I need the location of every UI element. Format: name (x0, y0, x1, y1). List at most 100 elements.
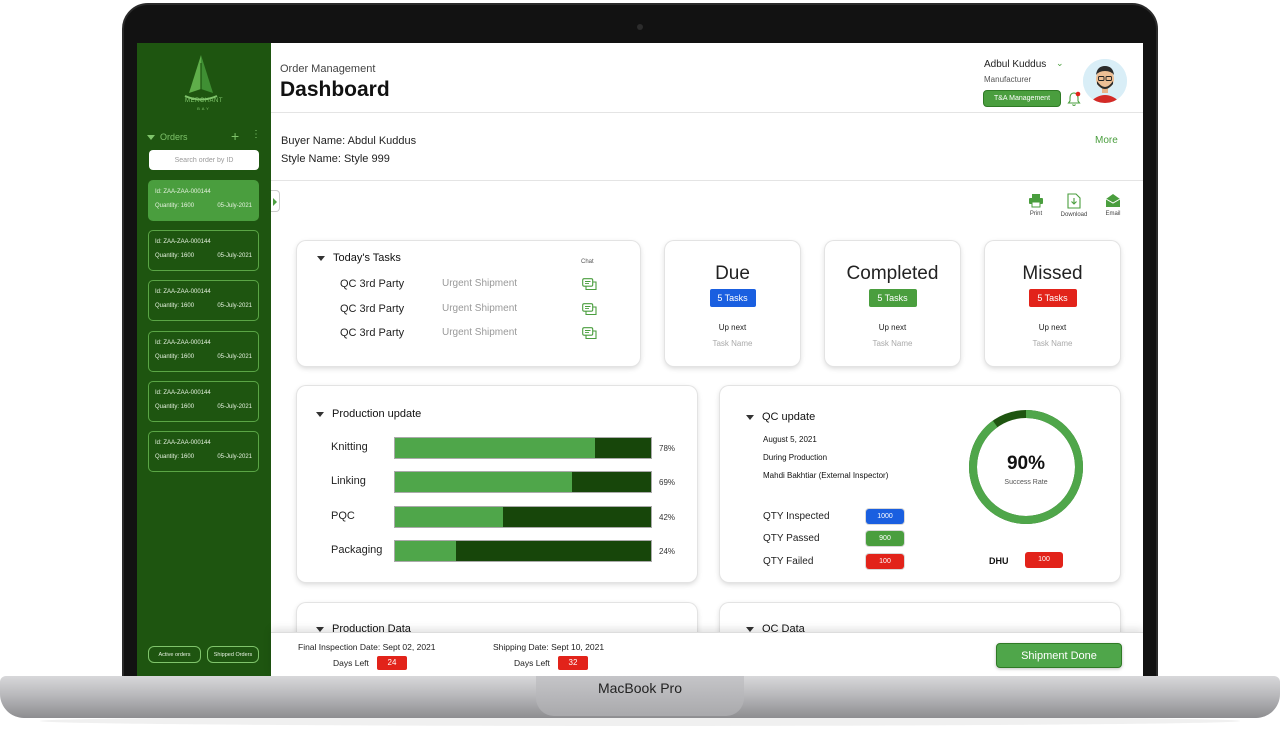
chat-icon[interactable] (582, 278, 597, 292)
envelope-icon (1105, 194, 1121, 207)
inspection-days-label: Days Left (333, 658, 369, 668)
style-name: Style Name: Style 999 (281, 153, 390, 165)
order-card[interactable]: Id: ZAA-ZAA-000144 Quantity: 1600 05-July-… (148, 380, 259, 422)
caret-down-icon[interactable] (746, 626, 754, 632)
inspection-days-badge: 24 (377, 656, 407, 670)
stat-card-due[interactable]: Due 5 Tasks Up next Task Name (665, 241, 800, 366)
order-quantity: Quantity: 1600 (155, 303, 195, 310)
ta-management-button[interactable]: T&A Management (983, 90, 1061, 107)
app-screen: MERCHANT BAY Orders + ⋮ Id: ZAA-ZAA-0001… (137, 43, 1143, 676)
caret-down-icon[interactable] (746, 414, 754, 420)
qc-date: August 5, 2021 (763, 435, 817, 444)
order-card[interactable]: Id: ZAA-ZAA-000144 Quantity: 1600 05-July-… (148, 230, 259, 272)
success-rate-value: 90% (1006, 453, 1046, 474)
camera (637, 24, 643, 30)
order-id: Id: ZAA-ZAA-000144 (155, 440, 211, 446)
order-quantity: Quantity: 1600 (155, 403, 195, 410)
up-next-task: Task Name (1032, 339, 1073, 348)
add-order-icon[interactable]: + (231, 128, 240, 144)
stat-badge: 5 Tasks (868, 289, 917, 307)
qc-update-header[interactable]: QC update (746, 411, 815, 423)
todays-tasks-card: Today's Tasks Chat QC 3rd Party Urgent Sh… (297, 241, 640, 366)
breadcrumb[interactable]: Order Management (280, 63, 376, 75)
up-next-task: Task Name (872, 339, 913, 348)
email-button[interactable]: Email (1096, 193, 1130, 217)
stat-card-missed[interactable]: Missed 5 Tasks Up next Task Name (985, 241, 1120, 366)
order-id: Id: ZAA-ZAA-000144 (155, 239, 211, 246)
shipping-days-badge: 32 (558, 656, 588, 670)
order-card[interactable]: Id: ZAA-ZAA-000144 Quantity: 1600 05-July-… (148, 431, 259, 472)
chat-icon[interactable] (582, 302, 597, 317)
dhu-label: DHU (989, 556, 1009, 566)
shipping-days-label: Days Left (514, 658, 550, 668)
order-quantity: Quantity: 1600 (155, 454, 195, 460)
qc-quantity-label: QTY Inspected (763, 511, 830, 522)
task-name[interactable]: QC 3rd Party (340, 302, 405, 315)
caret-down-icon[interactable] (316, 626, 324, 632)
order-id: Id: ZAA-ZAA-000144 (155, 289, 211, 296)
order-search-input[interactable] (149, 150, 259, 170)
stat-title: Completed (846, 263, 939, 284)
orders-label: Orders (160, 132, 188, 142)
print-button[interactable]: Print (1019, 193, 1053, 217)
active-orders-button[interactable]: Active orders (148, 646, 201, 663)
buyer-info: Buyer Name: Abdul Kuddus Style Name: Sty… (271, 113, 1143, 181)
order-card[interactable]: Id: ZAA-ZAA-000144 Quantity: 1600 05-July-… (148, 280, 259, 322)
qc-quantity-value: 100 (866, 553, 904, 569)
production-stage-label: Knitting (331, 441, 368, 453)
more-vertical-icon[interactable]: ⋮ (251, 129, 261, 140)
user-name[interactable]: Adbul Kuddus (984, 59, 1047, 70)
laptop-shadow (40, 716, 1240, 726)
chevron-down-icon[interactable]: ⌄ (1056, 58, 1064, 68)
caret-down-icon[interactable] (147, 134, 155, 140)
download-button[interactable]: Download (1057, 193, 1091, 218)
more-link[interactable]: More (1095, 135, 1118, 146)
order-date: 05-July-2021 (217, 454, 252, 460)
qc-update-title: QC update (762, 411, 816, 423)
progress-bar (394, 505, 652, 528)
success-rate-ring: 90% Success Rate (965, 406, 1087, 528)
progress-fill (395, 506, 503, 527)
qc-inspector: Mahdi Bakhtiar (External Inspector) (763, 471, 889, 480)
email-label: Email (1105, 211, 1121, 217)
up-next-label: Up next (718, 323, 747, 332)
stat-card-completed[interactable]: Completed 5 Tasks Up next Task Name (825, 241, 960, 366)
shipped-orders-button[interactable]: Shipped Orders (207, 646, 259, 663)
order-card[interactable]: Id: ZAA-ZAA-000144 Quantity: 1600 05-July-… (148, 180, 259, 221)
production-stage-label: Packaging (331, 543, 383, 556)
device-label: MacBook Pro (597, 680, 683, 696)
sidebar-collapse-toggle[interactable] (271, 190, 280, 212)
production-stage-label: Linking (331, 475, 366, 488)
production-stage-label: PQC (331, 509, 355, 522)
production-update-card: Production update Knitting 78% Linking 69% P… (297, 386, 697, 582)
task-name[interactable]: QC 3rd Party (340, 278, 405, 290)
laptop-notch (536, 676, 744, 716)
success-rate-chart (969, 410, 1083, 524)
task-name[interactable]: QC 3rd Party (340, 327, 405, 339)
stat-title: Missed (1022, 263, 1083, 284)
page-header: Order Management Dashboard Adbul Kuddus … (271, 43, 1143, 113)
qc-quantity-value: 900 (866, 531, 904, 547)
order-id: Id: ZAA-ZAA-000144 (155, 339, 211, 346)
caret-down-icon[interactable] (316, 411, 324, 417)
production-update-header[interactable]: Production update (316, 408, 421, 420)
todays-tasks-header[interactable]: Today's Tasks (317, 252, 401, 264)
order-card[interactable]: Id: ZAA-ZAA-000144 Quantity: 1600 05-July-… (148, 330, 259, 372)
orders-header[interactable]: Orders + ⋮ (147, 128, 265, 144)
user-role: Manufacturer (984, 75, 1032, 84)
final-inspection-date: Final Inspection Date: Sept 02, 2021 (298, 642, 436, 652)
order-date: 05-July-2021 (217, 253, 252, 260)
shipment-done-button[interactable]: Shipment Done (996, 643, 1122, 668)
progress-fill (395, 438, 595, 458)
order-quantity: Quantity: 1600 (155, 353, 195, 360)
notification-bell-icon[interactable] (1067, 91, 1081, 107)
task-note: Urgent Shipment (442, 302, 518, 314)
caret-down-icon[interactable] (317, 255, 325, 261)
order-id: Id: ZAA-ZAA-000144 (155, 389, 211, 396)
order-id: Id: ZAA-ZAA-000144 (155, 189, 211, 195)
user-avatar[interactable] (1083, 59, 1127, 103)
up-next-label: Up next (878, 323, 907, 332)
qc-update-card: QC update August 5, 2021 During Producti… (720, 386, 1120, 582)
order-date: 05-July-2021 (217, 303, 252, 310)
chat-icon[interactable] (582, 327, 597, 341)
